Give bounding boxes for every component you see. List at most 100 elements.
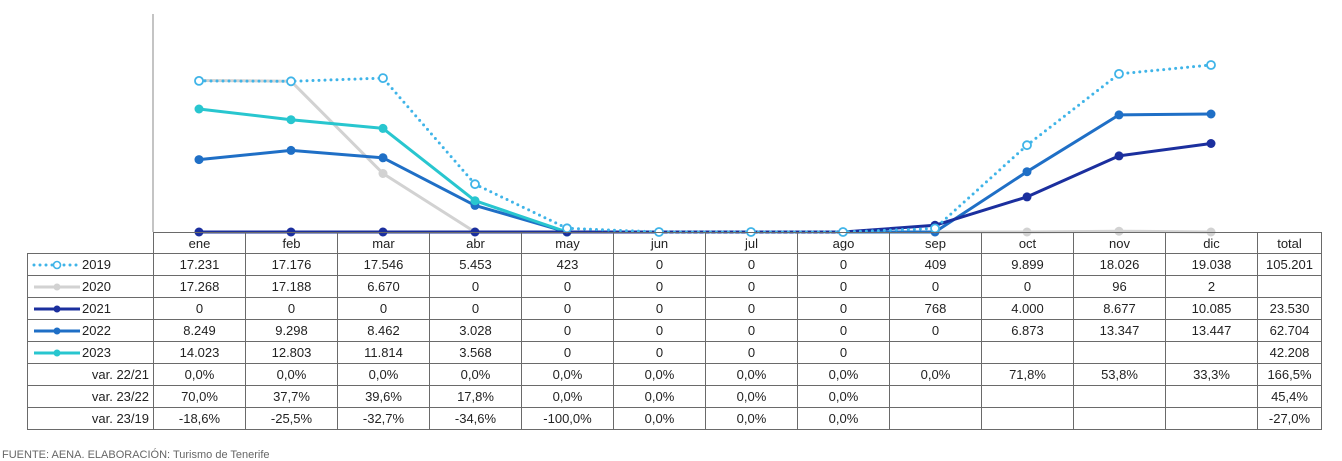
cell-2020-feb: 17.188: [245, 275, 338, 298]
cell-var-total: 45,4%: [1257, 385, 1322, 408]
cell-2021-ago: 0: [797, 297, 890, 320]
cell-var-feb: 37,7%: [245, 385, 338, 408]
legend-label-2023: 2023: [82, 345, 111, 361]
column-header-mar: mar: [337, 232, 430, 254]
cell-2023-sep: [889, 341, 982, 364]
cell-2019-mar: 17.546: [337, 253, 430, 276]
cell-2020-oct: 0: [981, 275, 1074, 298]
cell-var-dic: 33,3%: [1165, 363, 1258, 386]
cell-2020-mar: 6.670: [337, 275, 430, 298]
cell-var-feb: -25,5%: [245, 407, 338, 430]
cell-var-mar: 39,6%: [337, 385, 430, 408]
cell-2022-nov: 13.347: [1073, 319, 1166, 342]
legend-cell-2020: 2020: [27, 275, 154, 298]
series-line-2019: [197, 63, 1213, 234]
series-line-2023: [198, 107, 843, 234]
table-row: 2019 17.231 17.176 17.546 5.453 423 0 0 0 409 9.89…: [27, 253, 1322, 276]
cell-var-nov: [1073, 385, 1166, 408]
table-row: 2023 14.023 12.803 11.814 3.568 0 0 0 0 42.208: [27, 341, 1322, 364]
point-2023-feb: [286, 115, 296, 125]
cell-2020-abr: 0: [429, 275, 522, 298]
cell-2021-may: 0: [521, 297, 614, 320]
table-header-row: ene feb mar abr may jun jul ago sep oct nov dic tota…: [27, 232, 1322, 254]
cell-var-total: -27,0%: [1257, 407, 1322, 430]
legend-key-2021: [34, 305, 80, 313]
cell-var-jul: 0,0%: [705, 363, 798, 386]
cell-2022-abr: 3.028: [429, 319, 522, 342]
point-2022-nov: [1114, 110, 1124, 120]
column-header-feb: feb: [245, 232, 338, 254]
cell-2019-may: 423: [521, 253, 614, 276]
cell-2019-ago: 0: [797, 253, 890, 276]
point-2021-nov: [1114, 151, 1124, 161]
cell-2023-may: 0: [521, 341, 614, 364]
cell-2021-dic: 10.085: [1165, 297, 1258, 320]
legend-label-2019: 2019: [82, 257, 111, 273]
series-layer: [194, 60, 1216, 237]
legend-label-2022: 2022: [82, 323, 111, 339]
point-2022-feb: [286, 145, 296, 155]
column-header-dic: dic: [1165, 232, 1258, 254]
cell-2021-mar: 0: [337, 297, 430, 320]
cell-var-mar: 0,0%: [337, 363, 430, 386]
cell-var-sep: 0,0%: [889, 363, 982, 386]
cell-var-total: 166,5%: [1257, 363, 1322, 386]
cell-2020-ago: 0: [797, 275, 890, 298]
cell-2019-abr: 5.453: [429, 253, 522, 276]
cell-var-abr: 17,8%: [429, 385, 522, 408]
cell-var-sep: [889, 407, 982, 430]
column-header-nov: nov: [1073, 232, 1166, 254]
cell-2023-mar: 11.814: [337, 341, 430, 364]
cell-2022-jun: 0: [613, 319, 706, 342]
legend-label-2020: 2020: [82, 279, 111, 295]
cell-var-oct: [981, 385, 1074, 408]
point-2020-mar: [378, 169, 388, 178]
cell-2022-dic: 13.447: [1165, 319, 1258, 342]
cell-2023-total: 42.208: [1257, 341, 1322, 364]
point-2019-dic: [1206, 60, 1216, 70]
cell-var-jun: 0,0%: [613, 385, 706, 408]
column-header-ago: ago: [797, 232, 890, 254]
cell-2019-jul: 0: [705, 253, 798, 276]
legend-label-2021: 2021: [82, 301, 111, 317]
cell-2022-may: 0: [521, 319, 614, 342]
data-table: ene feb mar abr may jun jul ago sep oct nov dic tota…: [27, 232, 1322, 430]
cell-2020-may: 0: [521, 275, 614, 298]
cell-var-abr: -34,6%: [429, 407, 522, 430]
cell-2019-total: 105.201: [1257, 253, 1322, 276]
point-2019-feb: [286, 76, 296, 87]
source-note: FUENTE: AENA. ELABORACIÓN: Turismo de Te…: [2, 449, 270, 461]
legend-cell-2023: 2023: [27, 341, 154, 364]
cell-2023-abr: 3.568: [429, 341, 522, 364]
cell-2021-sep: 768: [889, 297, 982, 320]
row-label: var. 23/19: [27, 407, 154, 430]
series-line-2021: [199, 142, 1212, 234]
cell-2020-dic: 2: [1165, 275, 1258, 298]
legend-key-2023: [34, 349, 80, 357]
row-label: var. 23/22: [27, 385, 154, 408]
cell-2023-feb: 12.803: [245, 341, 338, 364]
cell-2020-nov: 96: [1073, 275, 1166, 298]
table-row: var. 23/22 70,0% 37,7% 39,6% 17,8% 0,0% 0,0% 0,…: [27, 385, 1322, 408]
cell-var-ago: 0,0%: [797, 363, 890, 386]
cell-var-ene: 70,0%: [153, 385, 246, 408]
cell-var-ago: 0,0%: [797, 407, 890, 430]
cell-var-may: 0,0%: [521, 363, 614, 386]
column-header-sep: sep: [889, 232, 982, 254]
cell-2019-feb: 17.176: [245, 253, 338, 276]
cell-2022-ago: 0: [797, 319, 890, 342]
cell-2020-ene: 17.268: [153, 275, 246, 298]
column-header-oct: oct: [981, 232, 1074, 254]
cell-var-jul: 0,0%: [705, 385, 798, 408]
cell-2021-oct: 4.000: [981, 297, 1074, 320]
cell-var-ago: 0,0%: [797, 385, 890, 408]
point-2023-ene: [194, 104, 204, 114]
point-2022-oct: [1022, 167, 1032, 177]
legend-key-2020: [34, 283, 80, 291]
cell-var-ene: 0,0%: [153, 363, 246, 386]
cell-var-dic: [1165, 385, 1258, 408]
legend-key-2019: [32, 260, 82, 270]
cell-2021-nov: 8.677: [1073, 297, 1166, 320]
cell-2023-jul: 0: [705, 341, 798, 364]
cell-var-ene: -18,6%: [153, 407, 246, 430]
